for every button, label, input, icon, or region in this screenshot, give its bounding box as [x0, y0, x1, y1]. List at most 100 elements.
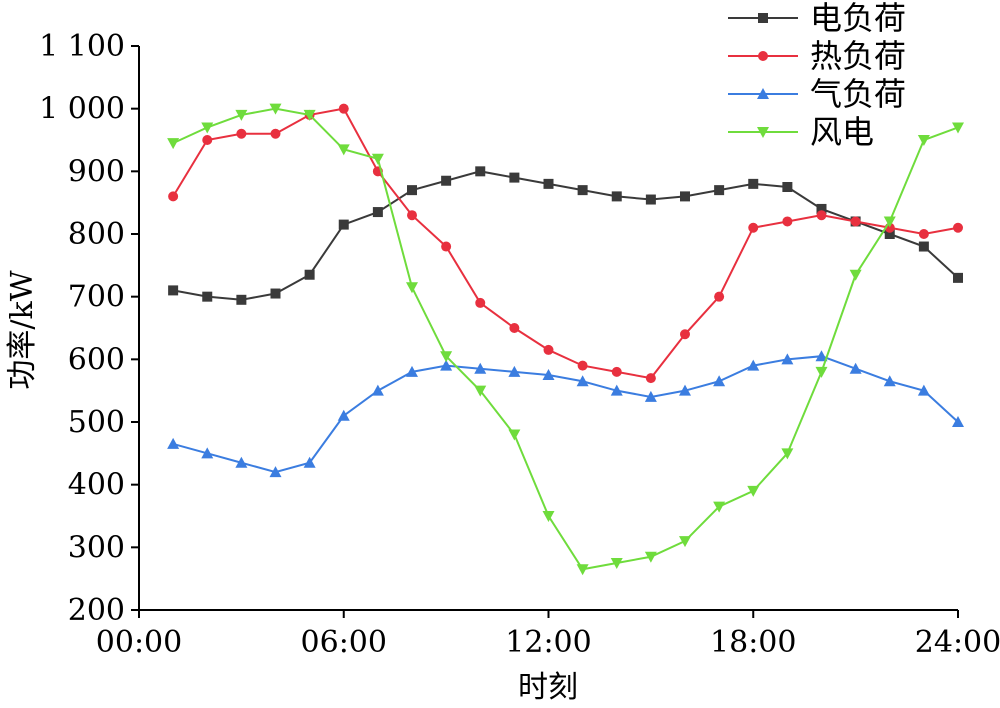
y-tick-label: 600	[68, 342, 125, 377]
data-point	[440, 359, 453, 371]
data-point	[713, 501, 726, 513]
y-tick-label: 1 000	[39, 92, 125, 127]
data-point	[747, 485, 760, 497]
data-point	[475, 297, 486, 308]
data-point	[850, 216, 861, 227]
series-layer	[167, 103, 964, 576]
data-point	[782, 216, 793, 227]
data-point	[407, 210, 417, 221]
data-point	[680, 329, 690, 340]
data-point	[917, 135, 930, 146]
data-point	[475, 166, 486, 177]
data-point	[542, 511, 555, 522]
data-point	[645, 373, 656, 384]
data-point	[269, 466, 282, 478]
data-point	[509, 323, 520, 333]
data-point	[440, 351, 453, 363]
legend-label: 电负荷	[810, 0, 906, 37]
data-point	[407, 185, 417, 196]
data-point	[441, 241, 452, 252]
data-point	[371, 384, 384, 396]
data-point	[747, 359, 760, 371]
data-point	[644, 551, 657, 563]
data-point	[576, 564, 589, 576]
data-point	[406, 282, 418, 294]
data-point	[610, 384, 623, 396]
data-point	[883, 375, 896, 387]
data-point	[303, 109, 316, 121]
data-point	[577, 360, 588, 371]
data-point	[748, 222, 759, 233]
legend-marker	[758, 51, 768, 61]
x-tick-label: 18:00	[710, 625, 796, 660]
data-point	[167, 138, 180, 150]
data-point	[883, 216, 896, 228]
data-point	[816, 203, 827, 214]
data-point	[815, 366, 828, 378]
legend-marker	[758, 13, 768, 23]
data-point	[543, 344, 554, 355]
data-point	[952, 122, 964, 134]
y-tick-label: 1 100	[39, 29, 125, 64]
data-point	[236, 294, 247, 305]
data-point	[269, 103, 282, 115]
x-tick-label: 06:00	[301, 625, 387, 660]
data-point	[509, 172, 520, 183]
x-tick-label: 00:00	[96, 625, 182, 660]
data-point	[338, 103, 349, 114]
x-tick-label: 24:00	[915, 625, 1000, 660]
series-line	[172, 355, 959, 474]
data-point	[713, 375, 726, 387]
data-point	[611, 366, 622, 377]
legend-item: 热负荷	[728, 37, 906, 75]
data-point	[918, 241, 929, 252]
data-point	[441, 175, 452, 186]
y-tick-label: 400	[68, 468, 125, 503]
data-point	[849, 269, 862, 281]
data-point	[576, 375, 589, 387]
data-point	[781, 448, 794, 460]
legend-label: 风电	[810, 113, 874, 151]
data-point	[782, 182, 793, 192]
y-tick-label: 200	[68, 593, 125, 628]
data-point	[474, 385, 487, 397]
data-point	[168, 285, 179, 296]
data-point	[748, 178, 759, 189]
data-point	[781, 353, 794, 365]
series-3	[167, 350, 964, 478]
x-axis-label: 时刻	[518, 670, 578, 705]
data-point	[508, 365, 521, 377]
data-point	[474, 362, 487, 374]
y-tick-label: 300	[68, 530, 125, 565]
legend-label: 热负荷	[810, 37, 906, 75]
data-point	[542, 369, 555, 380]
legend-item: 电负荷	[728, 0, 906, 37]
data-point	[168, 191, 179, 202]
data-point	[918, 229, 929, 239]
series-line	[172, 170, 959, 301]
data-point	[201, 447, 214, 459]
legend-label: 气负荷	[810, 75, 906, 113]
data-point	[714, 291, 725, 302]
y-tick-label: 700	[68, 280, 125, 315]
legend-item: 气负荷	[728, 75, 906, 113]
data-point	[577, 185, 588, 196]
data-point	[816, 210, 827, 221]
data-point	[338, 219, 349, 230]
x-tick-label: 12:00	[505, 625, 591, 660]
data-point	[508, 429, 521, 441]
series-1	[168, 166, 963, 305]
data-point	[270, 128, 281, 139]
data-point	[645, 194, 656, 205]
series-2	[168, 103, 963, 384]
data-point	[714, 185, 725, 196]
data-point	[304, 269, 315, 280]
data-point	[371, 153, 384, 165]
data-point	[610, 558, 623, 569]
data-point	[644, 390, 657, 402]
data-point	[917, 384, 930, 396]
data-point	[303, 456, 316, 468]
